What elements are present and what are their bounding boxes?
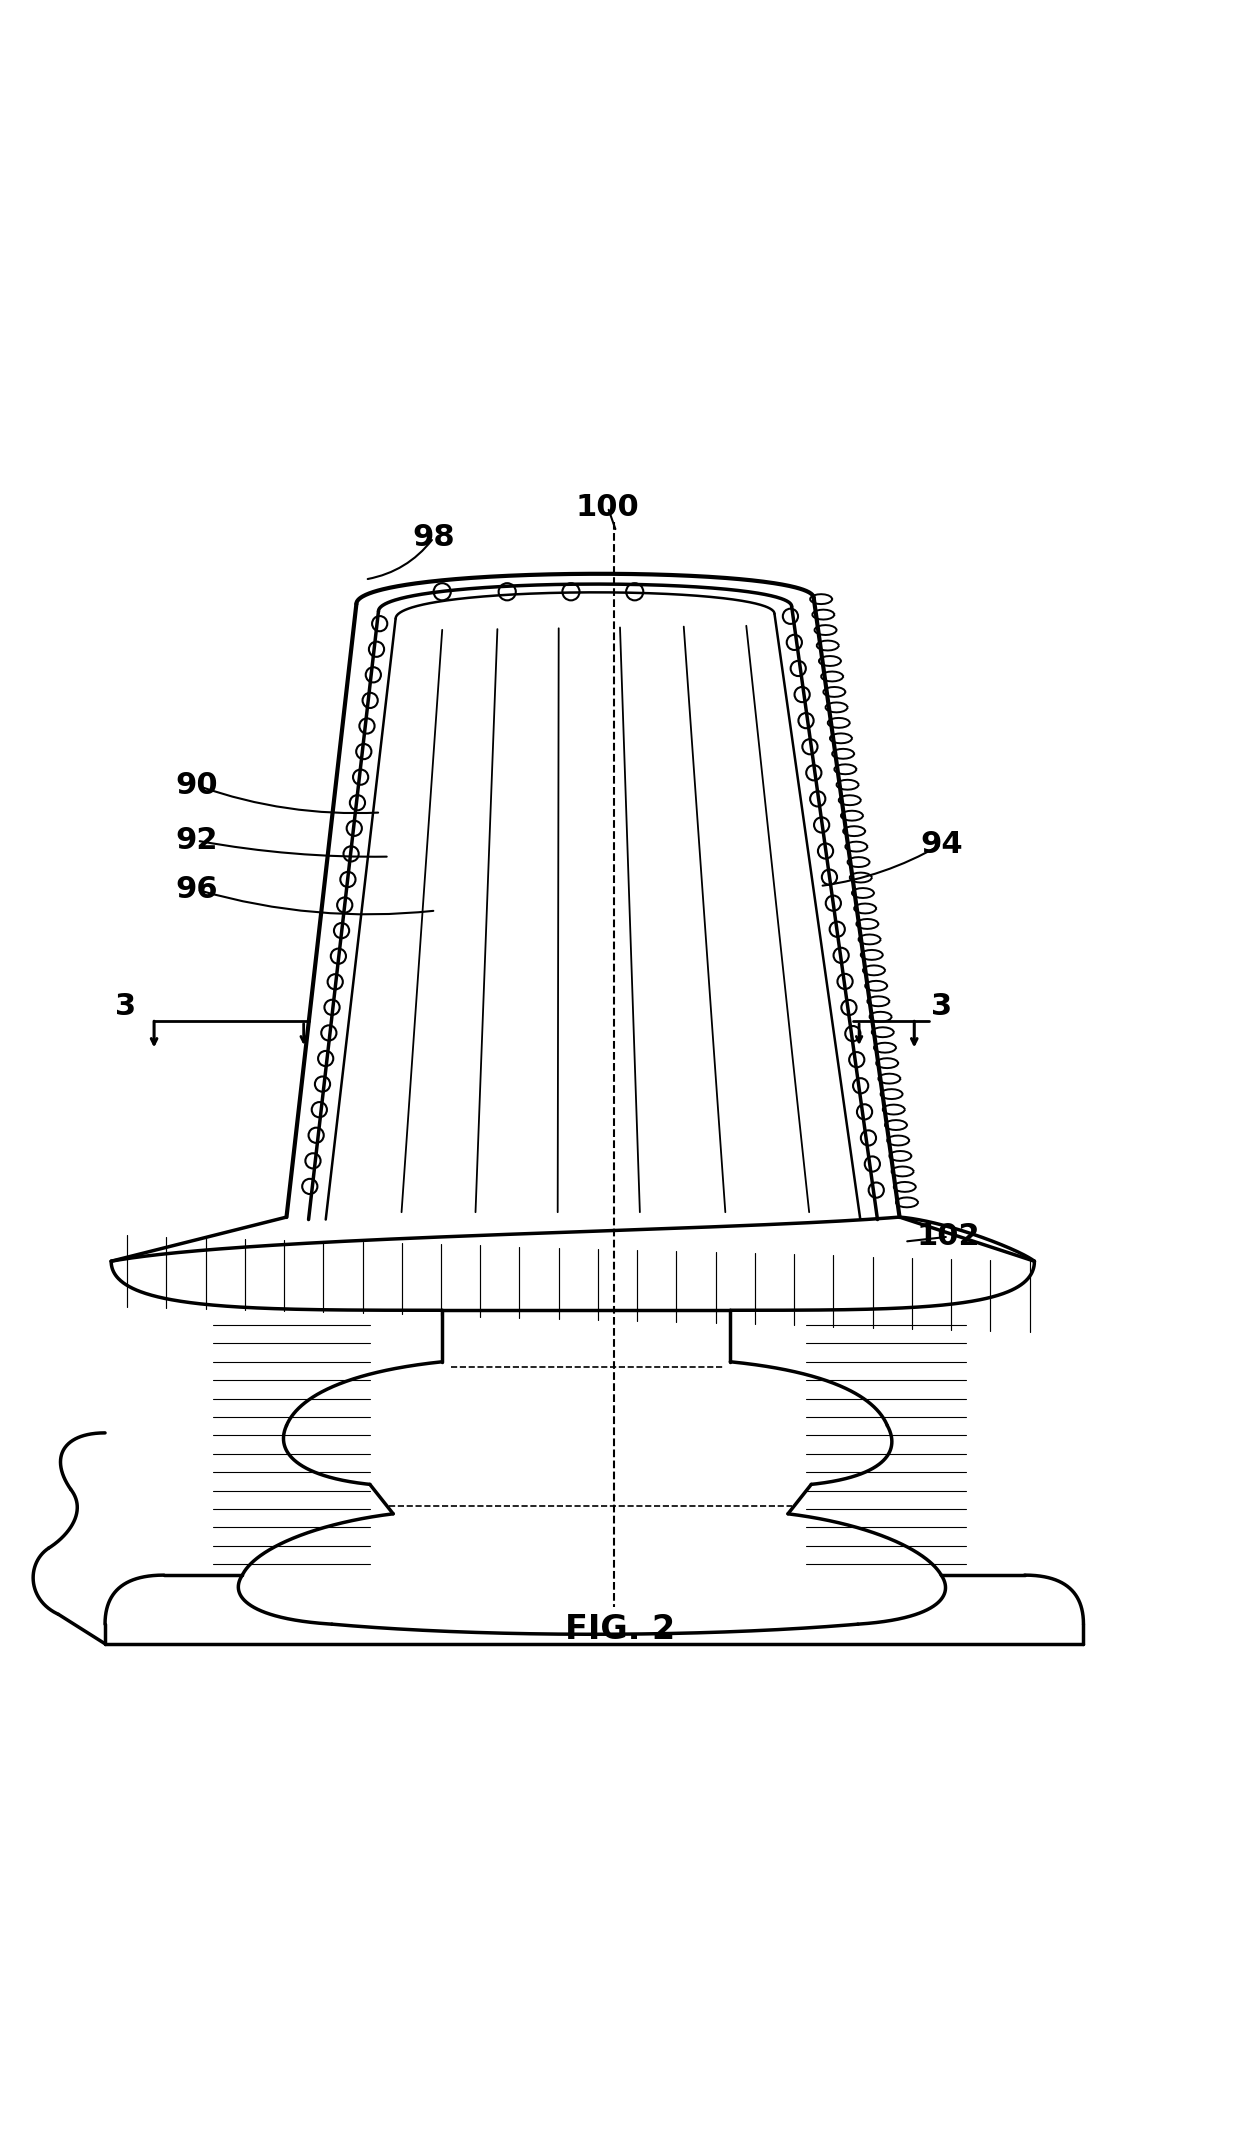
Text: 3: 3: [931, 991, 952, 1021]
Text: 100: 100: [575, 493, 640, 521]
Text: 98: 98: [413, 523, 455, 553]
Text: 92: 92: [176, 826, 218, 856]
Text: 102: 102: [916, 1221, 981, 1251]
Text: 94: 94: [920, 831, 962, 858]
Text: FIG. 2: FIG. 2: [565, 1612, 675, 1646]
Text: 3: 3: [115, 991, 136, 1021]
Text: 96: 96: [176, 875, 218, 905]
Text: 90: 90: [176, 771, 218, 801]
